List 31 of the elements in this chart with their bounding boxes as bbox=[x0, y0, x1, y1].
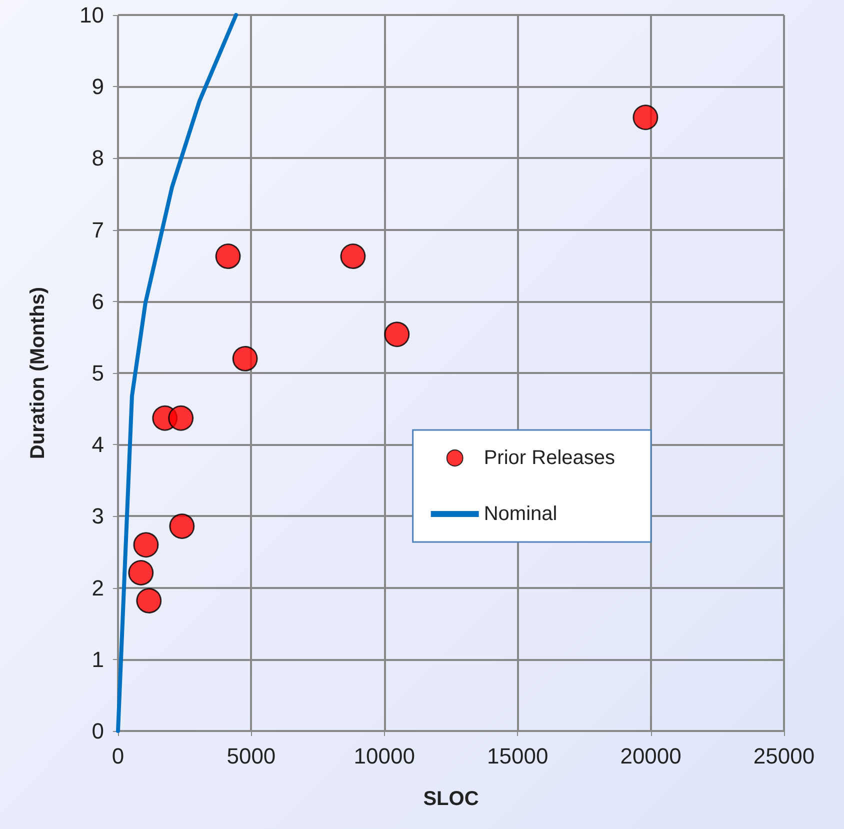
x-axis-title: SLOC bbox=[423, 788, 479, 810]
x-tick-label: 5000 bbox=[226, 744, 276, 768]
x-tick-label: 15000 bbox=[487, 744, 548, 768]
x-tick-label: 20000 bbox=[620, 744, 682, 768]
legend-label: Nominal bbox=[484, 503, 558, 525]
y-tick-label: 2 bbox=[92, 575, 104, 600]
point bbox=[133, 532, 159, 558]
y-axis-title: Duration (Months) bbox=[27, 286, 49, 460]
y-tick-label: 0 bbox=[92, 718, 104, 744]
y-tick-label: 5 bbox=[92, 360, 104, 386]
y-tick-label: 7 bbox=[92, 217, 104, 242]
point bbox=[168, 405, 194, 431]
x-tick-label: 0 bbox=[112, 744, 124, 768]
point bbox=[232, 346, 258, 372]
x-tick-label: 25000 bbox=[753, 744, 815, 768]
y-tick-label: 1 bbox=[92, 646, 104, 672]
y-tick-label: 10 bbox=[80, 2, 104, 28]
x-tick-label: 10000 bbox=[354, 744, 415, 768]
y-tick-label: 8 bbox=[92, 146, 104, 171]
point bbox=[340, 244, 366, 270]
point bbox=[632, 104, 658, 130]
y-tick-label: 9 bbox=[92, 74, 104, 100]
point bbox=[128, 560, 154, 586]
point bbox=[136, 588, 162, 614]
point bbox=[215, 244, 241, 270]
y-tick-label: 3 bbox=[92, 504, 104, 529]
point bbox=[169, 513, 195, 539]
y-tick-label: 4 bbox=[92, 432, 104, 458]
point bbox=[384, 322, 410, 348]
legend-label: Prior Releases bbox=[484, 447, 616, 469]
y-tick-label: 6 bbox=[92, 288, 104, 314]
